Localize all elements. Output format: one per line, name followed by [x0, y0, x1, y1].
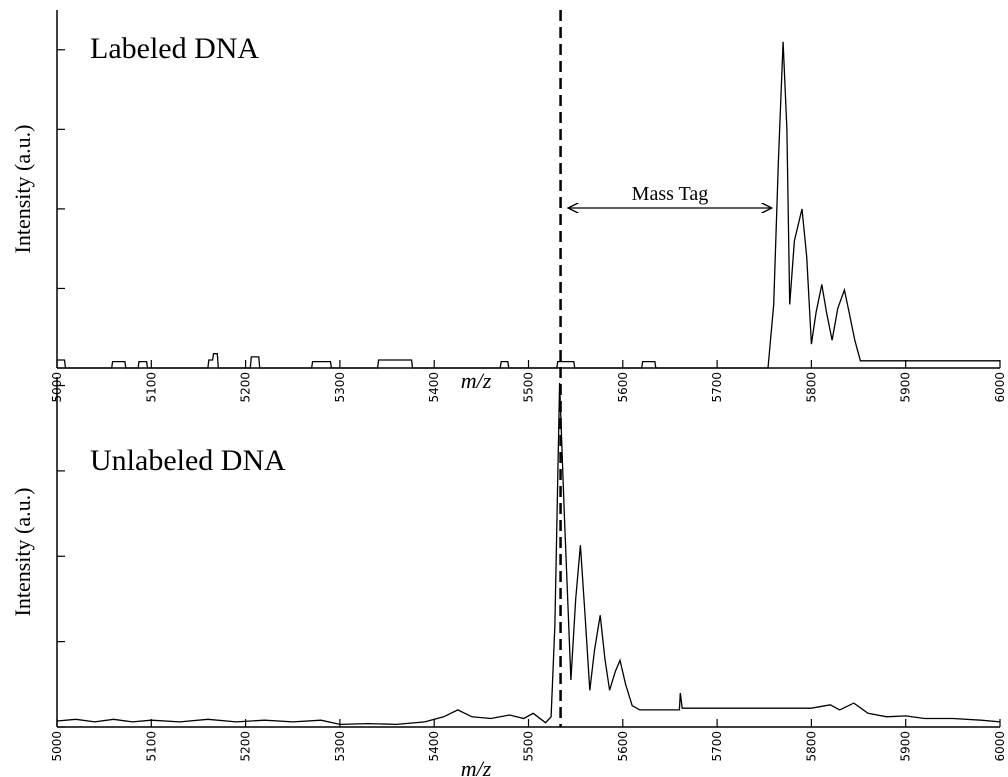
spectrum-line [56, 382, 1001, 726]
x-tick-label: 5500 [522, 731, 536, 762]
x-tick-label: 6000 [993, 731, 1007, 762]
x-tick-label: 5300 [333, 372, 347, 403]
x-tick-label: 5200 [239, 731, 253, 762]
x-axis-label: m/z [461, 368, 492, 393]
x-tick-label: 5900 [899, 731, 913, 762]
x-tick-label: 5300 [333, 731, 347, 762]
x-axis-label: m/z [461, 756, 492, 777]
y-axis-label: Intensity (a.u.) [10, 488, 35, 617]
x-tick-label: 5700 [710, 372, 724, 403]
mass-tag-label: Mass Tag [632, 183, 709, 205]
panel-title: Unlabeled DNA [90, 444, 286, 477]
x-tick-label: 5800 [804, 731, 818, 762]
x-tick-label: 5400 [427, 372, 441, 403]
x-tick-label: 5100 [144, 372, 158, 403]
spectrum-line [57, 41, 1000, 369]
x-tick-label: 5500 [522, 372, 536, 403]
x-tick-label: 5100 [144, 731, 158, 762]
x-tick-label: 5200 [239, 372, 253, 403]
x-tick-label: 5600 [616, 731, 630, 762]
x-tick-label: 5600 [616, 372, 630, 403]
x-tick-label: 5800 [804, 372, 818, 403]
panel-title: Labeled DNA [90, 32, 259, 65]
y-axis-label: Intensity (a.u.) [10, 125, 35, 254]
x-tick-label: 6000 [993, 372, 1007, 403]
x-tick-label: 5700 [710, 731, 724, 762]
x-tick-label: 5400 [427, 731, 441, 762]
x-tick-label: 5900 [899, 372, 913, 403]
x-tick-label: 5000 [50, 731, 64, 762]
